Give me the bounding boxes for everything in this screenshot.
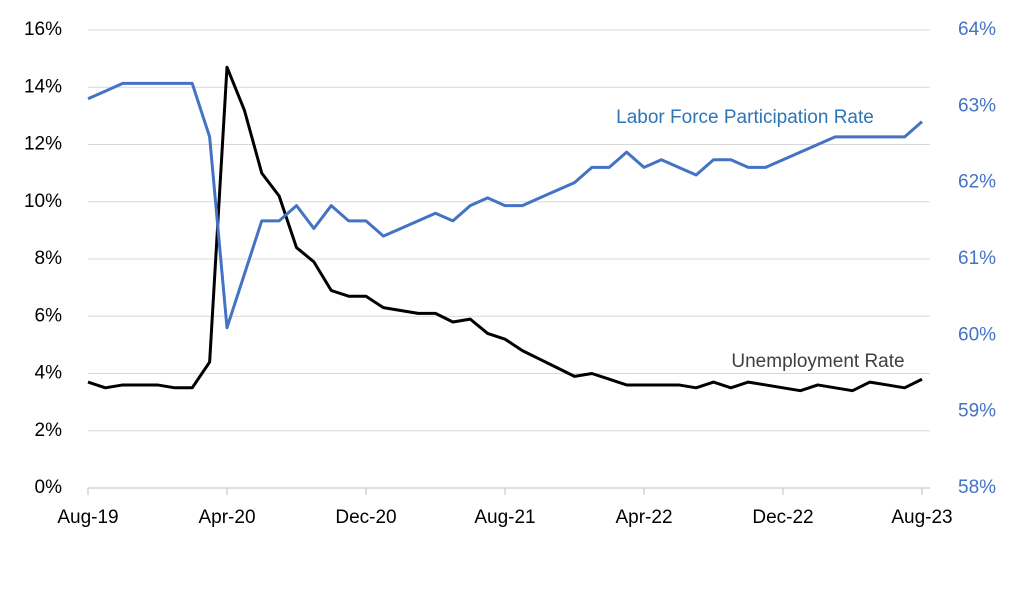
y2-tick-label: 64% — [958, 19, 996, 40]
x-tick-label: Aug-19 — [57, 507, 118, 528]
y2-tick-label: 59% — [958, 401, 996, 422]
y-tick-label: 12% — [24, 134, 62, 155]
x-tick-label: Apr-22 — [615, 507, 672, 528]
y2-tick-label: 63% — [958, 95, 996, 116]
series-label: Labor Force Participation Rate — [616, 107, 874, 128]
x-tick-label: Aug-23 — [891, 507, 952, 528]
y2-tick-label: 60% — [958, 324, 996, 345]
y-tick-label: 4% — [35, 363, 63, 384]
x-tick-label: Dec-20 — [335, 507, 396, 528]
y2-tick-label: 58% — [958, 477, 996, 498]
y-tick-label: 2% — [35, 420, 63, 441]
y-tick-label: 0% — [35, 477, 63, 498]
y-tick-label: 6% — [35, 305, 63, 326]
y-tick-label: 14% — [24, 76, 62, 97]
series-label: Unemployment Rate — [731, 351, 904, 372]
series-line — [87, 81, 923, 330]
series-line — [87, 65, 923, 393]
x-tick-label: Apr-20 — [198, 507, 255, 528]
y-tick-label: 16% — [24, 19, 62, 40]
y2-tick-label: 62% — [958, 172, 996, 193]
y-tick-label: 10% — [24, 191, 62, 212]
y-tick-label: 8% — [35, 248, 63, 269]
x-tick-label: Dec-22 — [752, 507, 813, 528]
y2-tick-label: 61% — [958, 248, 996, 269]
x-tick-label: Aug-21 — [474, 507, 535, 528]
